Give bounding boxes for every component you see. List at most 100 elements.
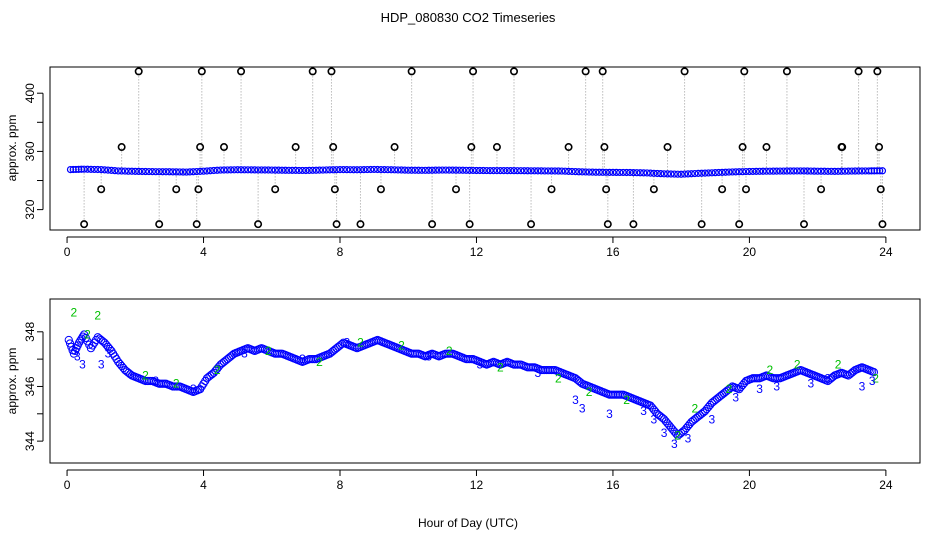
top-data-point xyxy=(346,166,354,174)
top-data-point xyxy=(445,166,453,174)
label-3-marker: 3 xyxy=(869,374,876,388)
outlier-point xyxy=(598,67,607,76)
chart-title: HDP_080830 CO2 Timeseries xyxy=(381,10,556,25)
top-data-point xyxy=(254,166,262,174)
top-data-point xyxy=(343,166,351,174)
top-panel-frame xyxy=(49,66,921,231)
top-data-point xyxy=(213,166,221,174)
label-2-marker: 2 xyxy=(357,336,364,350)
top-data-point xyxy=(165,168,174,176)
label-2-marker: 2 xyxy=(71,306,78,320)
top-data-point xyxy=(158,168,167,176)
top-data-point xyxy=(605,168,614,176)
label-3-marker: 3 xyxy=(807,377,814,391)
outlier-point xyxy=(876,185,885,194)
label-2-marker: 2 xyxy=(555,371,562,385)
top-data-point xyxy=(660,170,668,178)
top-data-point xyxy=(452,166,460,174)
outlier-point xyxy=(649,185,658,194)
outlier-point xyxy=(740,67,749,76)
top-data-point xyxy=(732,168,740,176)
top-data-point xyxy=(837,167,846,175)
top-data-point xyxy=(643,169,651,177)
label-2-marker: 2 xyxy=(872,371,879,385)
top-data-point xyxy=(807,167,815,175)
top-data-point xyxy=(503,167,511,175)
top-data-point xyxy=(677,170,685,178)
top-data-point xyxy=(220,166,228,174)
top-data-point xyxy=(155,168,163,176)
label-2-marker: 2 xyxy=(586,385,593,399)
outlier-point xyxy=(741,185,750,194)
outlier-point xyxy=(356,220,365,229)
top-data-point xyxy=(629,169,638,177)
top-data-point xyxy=(646,169,655,177)
top-data-point xyxy=(694,169,702,177)
top-data-point xyxy=(520,167,528,175)
top-data-point xyxy=(309,166,317,174)
top-data-point xyxy=(721,168,730,176)
label-2-marker: 2 xyxy=(691,401,698,415)
top-x-tick-label: 0 xyxy=(64,245,71,259)
outlier-point xyxy=(581,67,590,76)
top-data-point xyxy=(530,167,539,175)
top-data-point xyxy=(773,167,781,175)
top-data-point xyxy=(237,166,245,174)
top-data-point xyxy=(517,167,525,175)
top-data-point xyxy=(459,166,467,174)
label-3-marker: 3 xyxy=(640,404,647,418)
top-x-tick-label: 20 xyxy=(743,245,757,259)
outlier-point xyxy=(134,67,143,76)
label-3-marker: 3 xyxy=(859,379,866,393)
top-data-point xyxy=(121,167,129,175)
top-y-tick-label: 320 xyxy=(23,199,37,219)
top-data-point xyxy=(738,168,747,176)
top-data-point xyxy=(698,169,706,177)
top-data-point xyxy=(588,168,597,176)
bottom-x-tick-label: 8 xyxy=(337,478,344,492)
outlier-point xyxy=(629,220,638,229)
bottom-x-tick-label: 16 xyxy=(606,478,620,492)
top-data-point xyxy=(800,167,808,175)
top-data-point xyxy=(564,167,573,175)
label-2-marker: 2 xyxy=(767,363,774,377)
top-data-point xyxy=(680,170,689,178)
outlier-point xyxy=(878,220,887,229)
outlier-point xyxy=(467,143,476,152)
label-3-marker: 3 xyxy=(74,349,81,363)
bottom-x-tick-label: 0 xyxy=(64,478,71,492)
bottom-y-tick-label: 344 xyxy=(23,431,37,451)
bottom-x-tick-label: 24 xyxy=(879,478,893,492)
top-data-point xyxy=(667,170,675,178)
top-data-point xyxy=(616,168,624,177)
label-3-marker: 3 xyxy=(572,393,579,407)
outlier-point xyxy=(680,67,689,76)
label-3-marker: 3 xyxy=(732,390,739,404)
outlier-point xyxy=(817,185,826,194)
label-3-marker: 3 xyxy=(825,371,832,385)
top-data-point xyxy=(749,167,757,176)
top-y-tick-label: 360 xyxy=(23,141,37,161)
top-data-point xyxy=(783,167,791,175)
bottom-data-point xyxy=(869,368,879,377)
top-data-point xyxy=(380,166,388,174)
top-data-point xyxy=(261,166,269,174)
top-data-point xyxy=(592,168,600,176)
top-data-point xyxy=(571,168,580,176)
top-data-point xyxy=(827,167,835,175)
top-data-point xyxy=(762,167,771,175)
label-2-marker: 2 xyxy=(794,358,801,372)
label-2-marker: 2 xyxy=(214,363,221,377)
label-3-marker: 3 xyxy=(709,412,716,426)
top-data-point xyxy=(551,167,559,175)
top-data-point xyxy=(421,166,429,174)
outlier-point xyxy=(738,143,747,152)
top-data-point xyxy=(339,166,348,174)
outlier-point xyxy=(80,220,89,229)
top-data-point xyxy=(223,166,232,174)
outlier-point xyxy=(509,67,518,76)
top-data-point xyxy=(305,166,313,174)
top-data-point xyxy=(725,168,733,176)
label-3-marker: 3 xyxy=(241,347,248,361)
top-data-point xyxy=(544,167,552,175)
